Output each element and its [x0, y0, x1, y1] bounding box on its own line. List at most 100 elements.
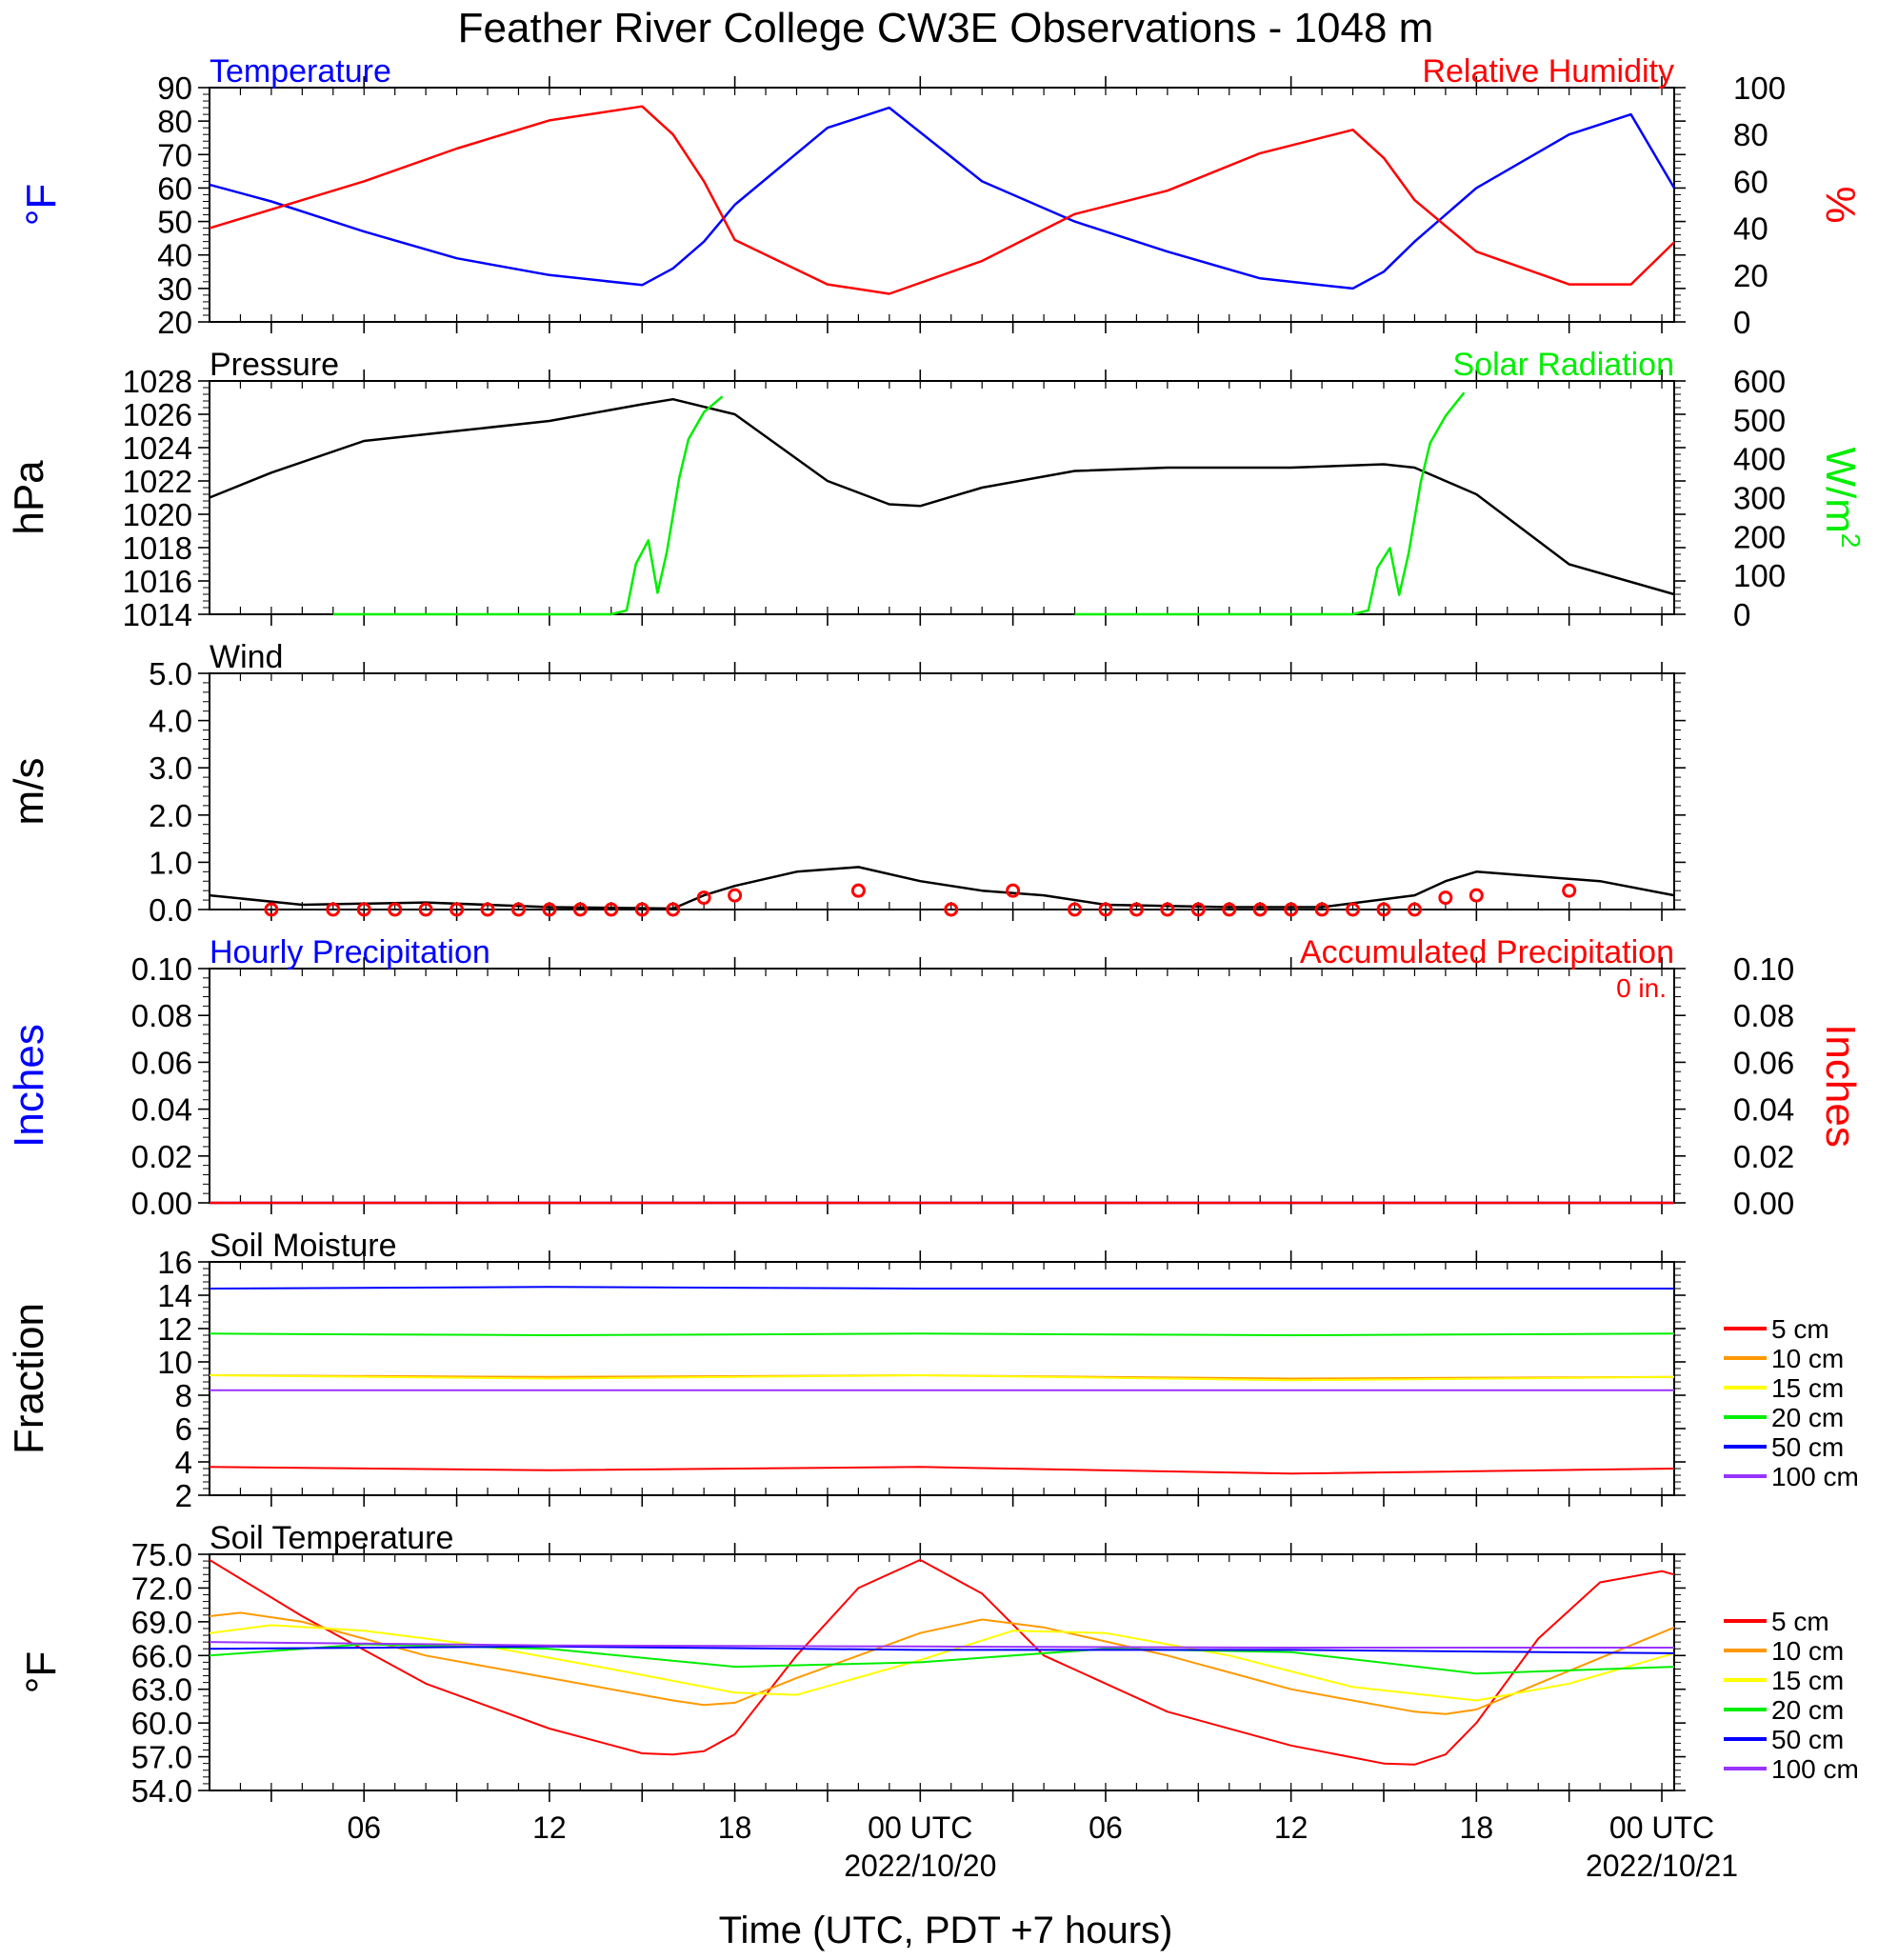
y-left-tick-label: 6: [175, 1411, 192, 1447]
legend-label: 20 cm: [1771, 1403, 1844, 1432]
panel-title-left: Wind: [210, 639, 283, 675]
legend-label: 5 cm: [1771, 1607, 1829, 1636]
legend-label: 10 cm: [1771, 1636, 1844, 1666]
y-left-tick-label: 0.04: [131, 1092, 192, 1128]
y-left-tick-label: 60.0: [131, 1706, 192, 1741]
y-left-tick-label: 75.0: [131, 1537, 192, 1572]
y-right-axis-title: %: [1817, 186, 1864, 223]
y-right-tick-label: 0: [1733, 305, 1750, 340]
y-left-tick-label: 70: [157, 137, 192, 172]
wind-barb-circle: [850, 883, 866, 898]
y-left-tick-label: 40: [157, 238, 192, 273]
y-right-tick-label: 100: [1733, 70, 1786, 106]
y-right-tick-label: 0: [1733, 597, 1750, 632]
panel-title-right: Solar Radiation: [1453, 347, 1674, 383]
y-left-tick-label: 14: [157, 1278, 192, 1313]
superscript: 2: [1836, 533, 1866, 549]
legend-label: 15 cm: [1771, 1373, 1844, 1403]
y-left-axis-title: Fraction: [6, 1303, 52, 1454]
chart-title: Feather River College CW3E Observations …: [458, 5, 1434, 51]
x-tick-label: 18: [718, 1810, 752, 1845]
series-line-0: [209, 106, 1676, 290]
y-right-tick-label: 500: [1733, 403, 1786, 438]
y-right-tick-label: 100: [1733, 558, 1786, 593]
y-left-tick-label: 10: [157, 1345, 192, 1380]
y-left-tick-label: 4.0: [149, 704, 192, 739]
solar-radiation-line-1: [1074, 391, 1466, 616]
wind-barb-circle: [1252, 902, 1268, 917]
plot-frame: [209, 672, 1675, 910]
plot-frame: [209, 380, 1675, 615]
y-left-axis-title: m/s: [6, 758, 52, 826]
y-left-tick-label: 1.0: [149, 845, 192, 880]
y-left-axis-title: °F: [18, 1651, 65, 1693]
series-line-1: [209, 1611, 1675, 1715]
wind-barb-circle: [696, 890, 711, 906]
y-left-tick-label: 1028: [123, 364, 192, 399]
y-left-tick-label: 90: [157, 70, 192, 106]
plot-frame: [209, 1261, 1675, 1496]
accum-precip-annotation: 0 in.: [1616, 973, 1667, 1003]
x-tick-label: 12: [1274, 1810, 1309, 1845]
wind-barb-circle: [572, 902, 588, 917]
x-tick-label: 18: [1460, 1810, 1494, 1845]
x-date-label: 2022/10/20: [844, 1849, 996, 1883]
y-right-tick-label: 20: [1733, 258, 1768, 293]
wind-barb-circle: [1129, 902, 1144, 917]
y-left-tick-label: 1016: [123, 564, 192, 599]
y-left-axis-title: hPa: [6, 460, 52, 535]
y-left-tick-label: 5.0: [149, 656, 192, 691]
y-left-tick-label: 2.0: [149, 798, 192, 833]
panel-title-left: Soil Temperature: [210, 1520, 453, 1556]
x-tick-label: 12: [532, 1810, 567, 1845]
y-left-tick-label: 0.08: [131, 998, 192, 1033]
y-left-tick-label: 1026: [123, 397, 192, 432]
y-left-tick-label: 0.10: [131, 951, 192, 987]
y-left-tick-label: 72.0: [131, 1570, 192, 1606]
wind-barb-circle: [1376, 902, 1391, 917]
legend-label: 5 cm: [1771, 1314, 1829, 1344]
wind-barb-circle: [418, 902, 433, 917]
y-left-axis-title: Inches: [6, 1024, 52, 1148]
wind-barb-circle: [1068, 902, 1083, 917]
y-left-tick-label: 63.0: [131, 1672, 192, 1708]
wind-barb-circle: [1160, 902, 1175, 917]
y-left-tick-label: 1014: [123, 597, 192, 632]
wind-barb-circle: [542, 902, 557, 917]
y-right-tick-label: 0.08: [1733, 998, 1794, 1033]
legend-label: 100 cm: [1771, 1462, 1859, 1491]
panel-title-right: Relative Humidity: [1422, 53, 1674, 90]
x-date-label: 2022/10/21: [1586, 1849, 1738, 1883]
legend-label: 20 cm: [1771, 1695, 1844, 1725]
x-axis-labels: 06 12 18 00 UTC 06 12 18 00 UTC 2022/10/20 2022/1…: [347, 1810, 1738, 1883]
y-left-tick-label: 50: [157, 205, 192, 240]
panel-title-left: Soil Moisture: [210, 1228, 397, 1264]
legend-label: 50 cm: [1771, 1725, 1844, 1754]
y-left-tick-label: 0.02: [131, 1139, 192, 1174]
y-left-tick-label: 66.0: [131, 1638, 192, 1673]
y-left-tick-label: 12: [157, 1311, 192, 1347]
wind-barb-circle: [1314, 902, 1329, 917]
wind-barb-circle: [1190, 902, 1206, 917]
wind-barb-circle: [944, 902, 959, 917]
y-left-tick-label: 1020: [123, 497, 192, 532]
series-line-0: [209, 397, 1675, 596]
y-right-tick-label: 200: [1733, 519, 1786, 554]
panel-4: 0.00 0.02 0.04 0.06 0.08 0.10 0.00 0.02 0.04 0.06…: [6, 934, 1864, 1221]
series-line-2: [209, 1624, 1675, 1702]
y-left-tick-label: 8: [175, 1378, 192, 1413]
legend-label: 100 cm: [1771, 1754, 1859, 1784]
y-left-tick-label: 69.0: [131, 1605, 192, 1640]
panel-title-left: Pressure: [210, 347, 339, 383]
panel-title-left: Hourly Precipitation: [210, 934, 490, 970]
legend-label: 50 cm: [1771, 1432, 1844, 1462]
wind-barb-circle: [604, 902, 619, 917]
wind-barb-circle: [1098, 902, 1113, 917]
panel-title-right: Accumulated Precipitation: [1300, 934, 1674, 970]
wind-barb-circle: [728, 888, 743, 903]
y-left-tick-label: 1024: [123, 430, 192, 466]
y-right-tick-label: 0.04: [1733, 1092, 1794, 1128]
